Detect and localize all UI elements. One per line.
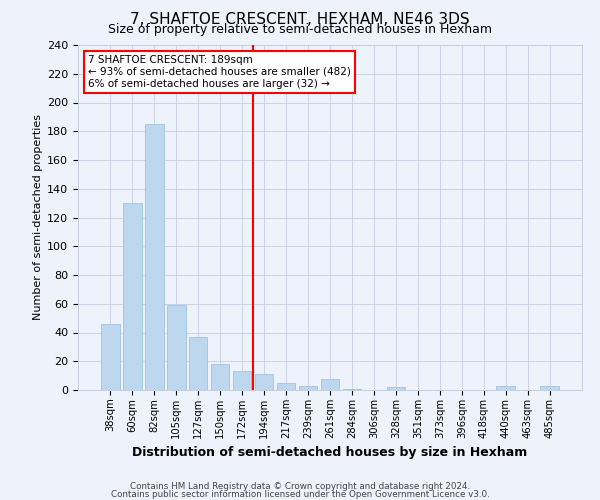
Bar (496, 386, 515, 390)
Bar (233, 372, 251, 390)
Bar (211, 364, 229, 390)
Bar (123, 203, 142, 390)
Bar (145, 124, 164, 390)
Bar (167, 305, 185, 390)
Y-axis label: Number of semi-detached properties: Number of semi-detached properties (33, 114, 43, 320)
Bar (320, 378, 340, 390)
Bar (101, 324, 119, 390)
Bar (255, 374, 274, 390)
Text: 7 SHAFTOE CRESCENT: 189sqm
← 93% of semi-detached houses are smaller (482)
6% of: 7 SHAFTOE CRESCENT: 189sqm ← 93% of semi… (88, 56, 351, 88)
Text: Contains public sector information licensed under the Open Government Licence v3: Contains public sector information licen… (110, 490, 490, 499)
X-axis label: Distribution of semi-detached houses by size in Hexham: Distribution of semi-detached houses by … (133, 446, 527, 460)
Text: 7, SHAFTOE CRESCENT, HEXHAM, NE46 3DS: 7, SHAFTOE CRESCENT, HEXHAM, NE46 3DS (130, 12, 470, 28)
Bar (343, 388, 361, 390)
Bar (386, 387, 405, 390)
Bar (189, 337, 208, 390)
Bar (541, 386, 559, 390)
Bar (299, 386, 317, 390)
Text: Size of property relative to semi-detached houses in Hexham: Size of property relative to semi-detach… (108, 22, 492, 36)
Text: Contains HM Land Registry data © Crown copyright and database right 2024.: Contains HM Land Registry data © Crown c… (130, 482, 470, 491)
Bar (277, 383, 295, 390)
